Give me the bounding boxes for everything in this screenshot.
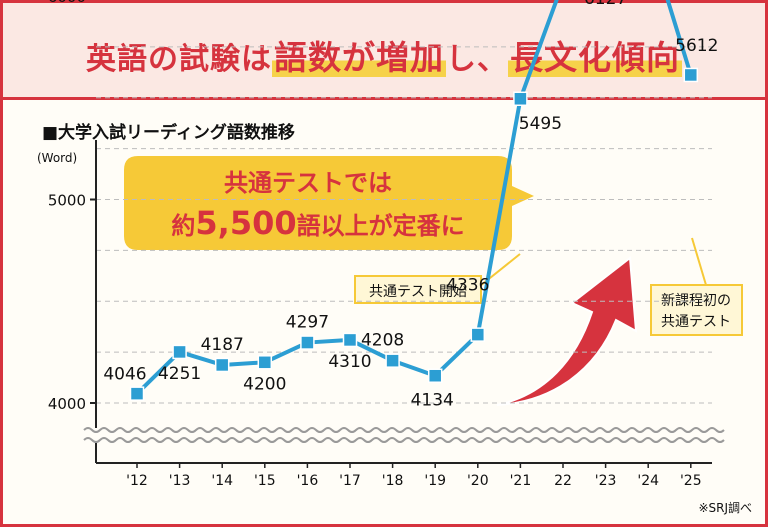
x-tick-label: '24 [637,473,659,489]
data-point [214,357,230,373]
main-callout-number: 5,500 [195,204,296,242]
y-tick-label: 5000 [48,192,86,210]
x-tick-label: '15 [254,473,276,489]
chart-title: ■大学入試リーディング語数推移 [42,123,295,143]
data-label: 5495 [519,114,562,134]
x-tick-label: '19 [424,473,446,489]
data-label: 4046 [103,365,146,385]
new-curriculum-leader [691,237,707,286]
data-point [385,353,400,368]
axes: (Word) 4000 5000 6000 '12 '13 '14 '15 '16 '17 '18 '… [37,0,725,489]
data-label: 4134 [411,391,454,411]
y-axis-unit: (Word) [37,151,77,165]
x-tick-label: '23 [595,473,617,489]
start-label-text: 共通テスト開始 [369,284,467,300]
data-point [342,332,358,348]
data-label: 4200 [243,374,286,394]
data-point [427,368,443,383]
x-tick-label: 22 [554,473,572,489]
main-callout-suffix: 語以上が定番に [297,212,465,240]
data-point [257,355,273,370]
main-callout-prefix: 約 [171,212,195,240]
data-label: 4251 [158,364,201,384]
main-callout-bubble [124,156,534,250]
data-point [300,335,315,350]
new-curriculum-line-2: 共通テスト [661,314,731,330]
new-curriculum-line-1: 新課程初の [661,292,731,309]
source-note: ※SRJ調べ [698,501,752,515]
data-label: 4208 [361,331,404,351]
data-label: 4336 [446,276,489,296]
x-tick-label: '13 [169,473,191,489]
x-tick-label: '17 [339,473,361,489]
y-tick-label: 4000 [48,395,86,413]
data-label: 6127 [584,0,627,9]
new-curriculum-box [650,284,743,336]
headline-part-1: 英語の試験は [86,42,272,77]
x-tick-label: '20 [467,473,489,489]
main-callout-line-2: 約5,500語以上が定番に [171,204,464,242]
data-point [470,327,486,342]
x-tick-label: '25 [680,473,702,489]
main-callout-line-1: 共通テストでは [224,169,392,197]
axis-break-wave [83,427,725,433]
start-label-box [354,275,482,304]
data-label: 4310 [328,352,371,372]
headline-part-3: し、 [446,42,508,77]
y-tick-label: 6000 [48,0,86,6]
data-point [172,344,187,360]
data-label: 4187 [201,335,244,355]
trend-arrow-icon [496,256,638,406]
grid-lines [96,46,712,404]
x-tick-label: '18 [382,473,404,489]
x-tick-label: '14 [211,473,233,489]
x-tick-label: '12 [126,473,148,489]
data-label: 4297 [286,313,329,333]
headline-part-2: 語数が増加 [272,38,446,77]
x-tick-label: '21 [510,473,532,489]
data-label: 5612 [675,36,718,56]
data-point [513,91,528,107]
x-tick-label: '16 [297,473,319,489]
data-point [129,386,145,401]
series-line [129,0,699,401]
axis-break-wave [83,437,725,443]
data-point [683,67,699,83]
